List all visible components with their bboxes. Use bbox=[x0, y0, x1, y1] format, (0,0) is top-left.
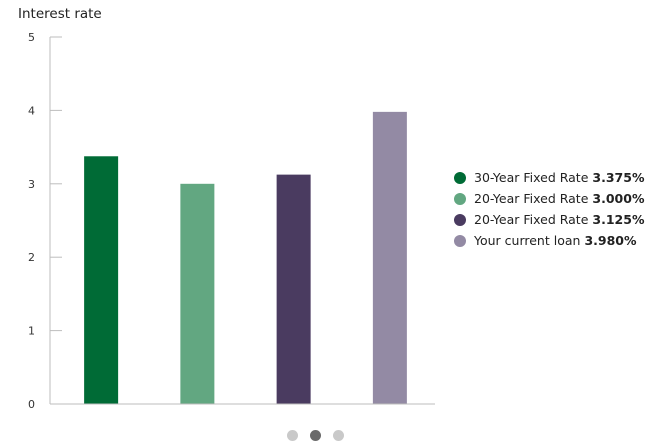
y-axis: 0 1 2 3 4 5 bbox=[28, 31, 62, 411]
legend: 30-Year Fixed Rate 3.375% 20-Year Fixed Ra… bbox=[454, 167, 654, 251]
pager-dot[interactable] bbox=[332, 430, 344, 441]
legend-dot-icon bbox=[454, 171, 466, 184]
legend-item[interactable]: Your current loan 3.980% bbox=[454, 230, 654, 251]
pager-dot[interactable] bbox=[309, 430, 321, 441]
y-tick-label: 0 bbox=[28, 398, 35, 411]
y-tick-label: 3 bbox=[28, 178, 35, 191]
pagination-dots bbox=[0, 430, 630, 441]
chart-title: Interest rate bbox=[18, 6, 102, 22]
pager-dot[interactable] bbox=[286, 430, 298, 441]
legend-dot-icon bbox=[454, 213, 466, 226]
legend-label: 20-Year Fixed Rate bbox=[474, 212, 589, 227]
legend-label: 20-Year Fixed Rate bbox=[474, 191, 589, 206]
y-tick-label: 5 bbox=[28, 31, 35, 44]
y-tick-label: 2 bbox=[28, 251, 35, 264]
legend-value: 3.125% bbox=[592, 212, 645, 227]
legend-item[interactable]: 20-Year Fixed Rate 3.000% bbox=[454, 188, 654, 209]
bar-4[interactable] bbox=[372, 111, 407, 405]
legend-value: 3.000% bbox=[592, 191, 645, 206]
legend-label: 30-Year Fixed Rate bbox=[474, 170, 589, 185]
legend-item[interactable]: 20-Year Fixed Rate 3.125% bbox=[454, 209, 654, 230]
bar-2[interactable] bbox=[180, 183, 215, 404]
bar-1[interactable] bbox=[84, 156, 119, 404]
legend-item[interactable]: 30-Year Fixed Rate 3.375% bbox=[454, 167, 654, 188]
legend-value: 3.980% bbox=[584, 233, 637, 248]
bars bbox=[84, 111, 407, 405]
legend-dot-icon bbox=[454, 234, 466, 247]
bar-3[interactable] bbox=[276, 174, 311, 404]
legend-value: 3.375% bbox=[592, 170, 645, 185]
legend-dot-icon bbox=[454, 192, 466, 205]
legend-label: Your current loan bbox=[474, 233, 581, 248]
y-tick-label: 1 bbox=[28, 325, 35, 338]
y-tick-label: 4 bbox=[28, 104, 35, 117]
